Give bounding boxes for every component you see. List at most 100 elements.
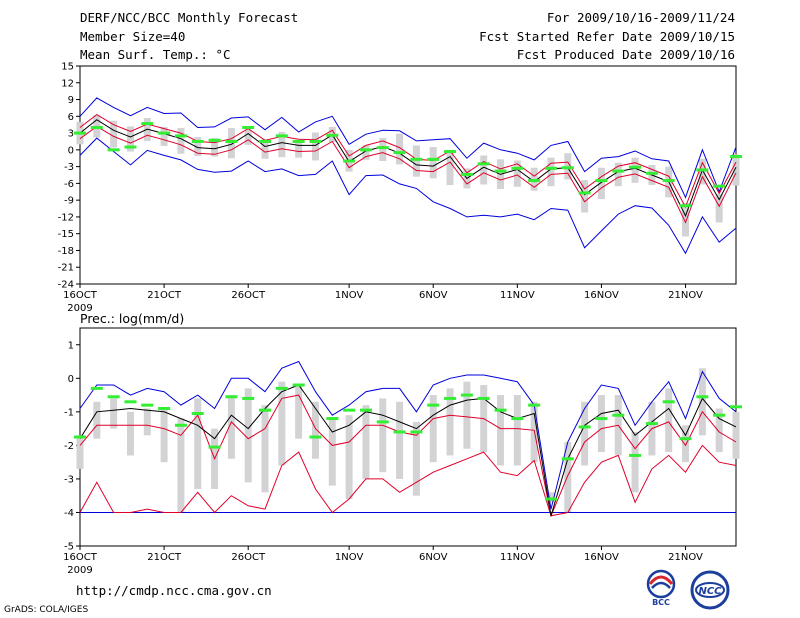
ensemble-box (295, 385, 303, 439)
observed-marker (242, 125, 255, 129)
ensemble-box (698, 158, 706, 185)
observed-marker (158, 131, 171, 135)
x-year-label: 2009 (67, 565, 92, 576)
ensemble-box (732, 411, 740, 459)
y-tick-label: -1 (64, 407, 74, 418)
red-upper-line (79, 113, 737, 209)
observed-marker (730, 405, 742, 409)
observed-marker (679, 437, 692, 441)
ensemble-box (665, 388, 673, 453)
ensemble-box (110, 120, 118, 148)
observed-marker (393, 151, 406, 155)
observed-marker (410, 430, 423, 434)
ensemble-box (698, 368, 706, 436)
ensemble-box (76, 435, 84, 469)
observed-marker (730, 155, 742, 159)
ensemble-box (143, 408, 151, 436)
observed-marker (393, 430, 406, 434)
observed-marker (141, 122, 154, 126)
observed-marker (444, 396, 457, 400)
ncc-logo: NCC (690, 570, 730, 610)
observed-marker (511, 417, 524, 421)
ensemble-box (396, 401, 404, 479)
observed-marker (629, 453, 642, 457)
observed-marker (612, 169, 625, 173)
ensemble-box (194, 136, 202, 156)
ensemble-box (126, 126, 134, 152)
observed-marker (444, 150, 457, 154)
x-tick-label: 26OCT (231, 290, 266, 301)
observed-marker (679, 204, 692, 208)
ensemble-box (362, 145, 370, 160)
ensemble-box (362, 405, 370, 479)
y-tick-label: -6 (64, 179, 74, 190)
ensemble-box (597, 167, 605, 200)
y-tick-label: 12 (61, 78, 74, 89)
x-tick-label: 16OCT (63, 552, 98, 563)
blue-lower-line (79, 137, 737, 255)
y-tick-label: -12 (58, 212, 74, 223)
observed-marker (242, 396, 255, 400)
observed-marker (343, 159, 356, 163)
observed-marker (460, 172, 473, 176)
observed-marker (275, 134, 288, 138)
bcc-logo-text: BCC (652, 598, 670, 607)
ensemble-box (160, 126, 168, 146)
ensemble-box (311, 401, 319, 459)
source-url: http://cmdp.ncc.cma.gov.cn (76, 583, 272, 598)
observed-marker (494, 408, 507, 412)
observed-marker (208, 445, 221, 449)
ensemble-box (396, 133, 404, 165)
y-tick-label: 6 (68, 112, 74, 123)
observed-marker (376, 146, 389, 150)
observed-marker (561, 457, 574, 461)
ensemble-box (295, 140, 303, 158)
x-tick-label: 21OCT (147, 290, 182, 301)
observed-marker (359, 148, 372, 152)
y-tick-label: -2 (64, 441, 74, 452)
observed-marker (460, 393, 473, 397)
observed-marker (259, 408, 272, 412)
observed-marker (174, 134, 187, 138)
observed-marker (427, 157, 440, 161)
ensemble-box (597, 395, 605, 453)
blue-upper-line (79, 97, 737, 199)
red-lower-line (79, 444, 737, 517)
member-size-label: Member Size=40 (80, 29, 186, 44)
observed-marker (343, 408, 356, 412)
blue-upper-line (79, 360, 737, 510)
ensemble-box (715, 194, 723, 223)
observed-marker (713, 413, 726, 417)
y-tick-label: -15 (58, 229, 74, 240)
y-tick-label: -3 (64, 474, 74, 485)
ensemble-box (732, 154, 740, 186)
observed-marker (259, 139, 272, 143)
ensemble-box (581, 401, 589, 466)
ensemble-box (227, 395, 235, 459)
observed-marker (511, 166, 524, 170)
observed-marker (645, 171, 658, 175)
ensemble-box (278, 131, 286, 158)
observed-marker (208, 138, 221, 142)
y-tick-label: 9 (68, 95, 74, 106)
observed-marker (595, 179, 608, 183)
x-tick-label: 21OCT (147, 552, 182, 563)
observed-marker (544, 497, 557, 501)
ensemble-box (429, 395, 437, 463)
observed-marker (376, 420, 389, 424)
ensemble-box (244, 388, 252, 483)
ensemble-box (446, 149, 454, 186)
y-tick-label: 0 (68, 145, 74, 156)
observed-marker (427, 403, 440, 407)
ensemble-box (194, 398, 202, 489)
ensemble-box (311, 132, 319, 161)
observed-marker (696, 168, 709, 172)
ensemble-box (160, 408, 168, 463)
y-tick-label: -4 (64, 508, 74, 519)
observed-marker (662, 179, 675, 183)
observed-marker (74, 131, 86, 135)
observed-marker (292, 383, 305, 387)
y-tick-label: -5 (64, 542, 74, 553)
observed-marker (544, 166, 557, 170)
observed-marker (309, 435, 322, 439)
